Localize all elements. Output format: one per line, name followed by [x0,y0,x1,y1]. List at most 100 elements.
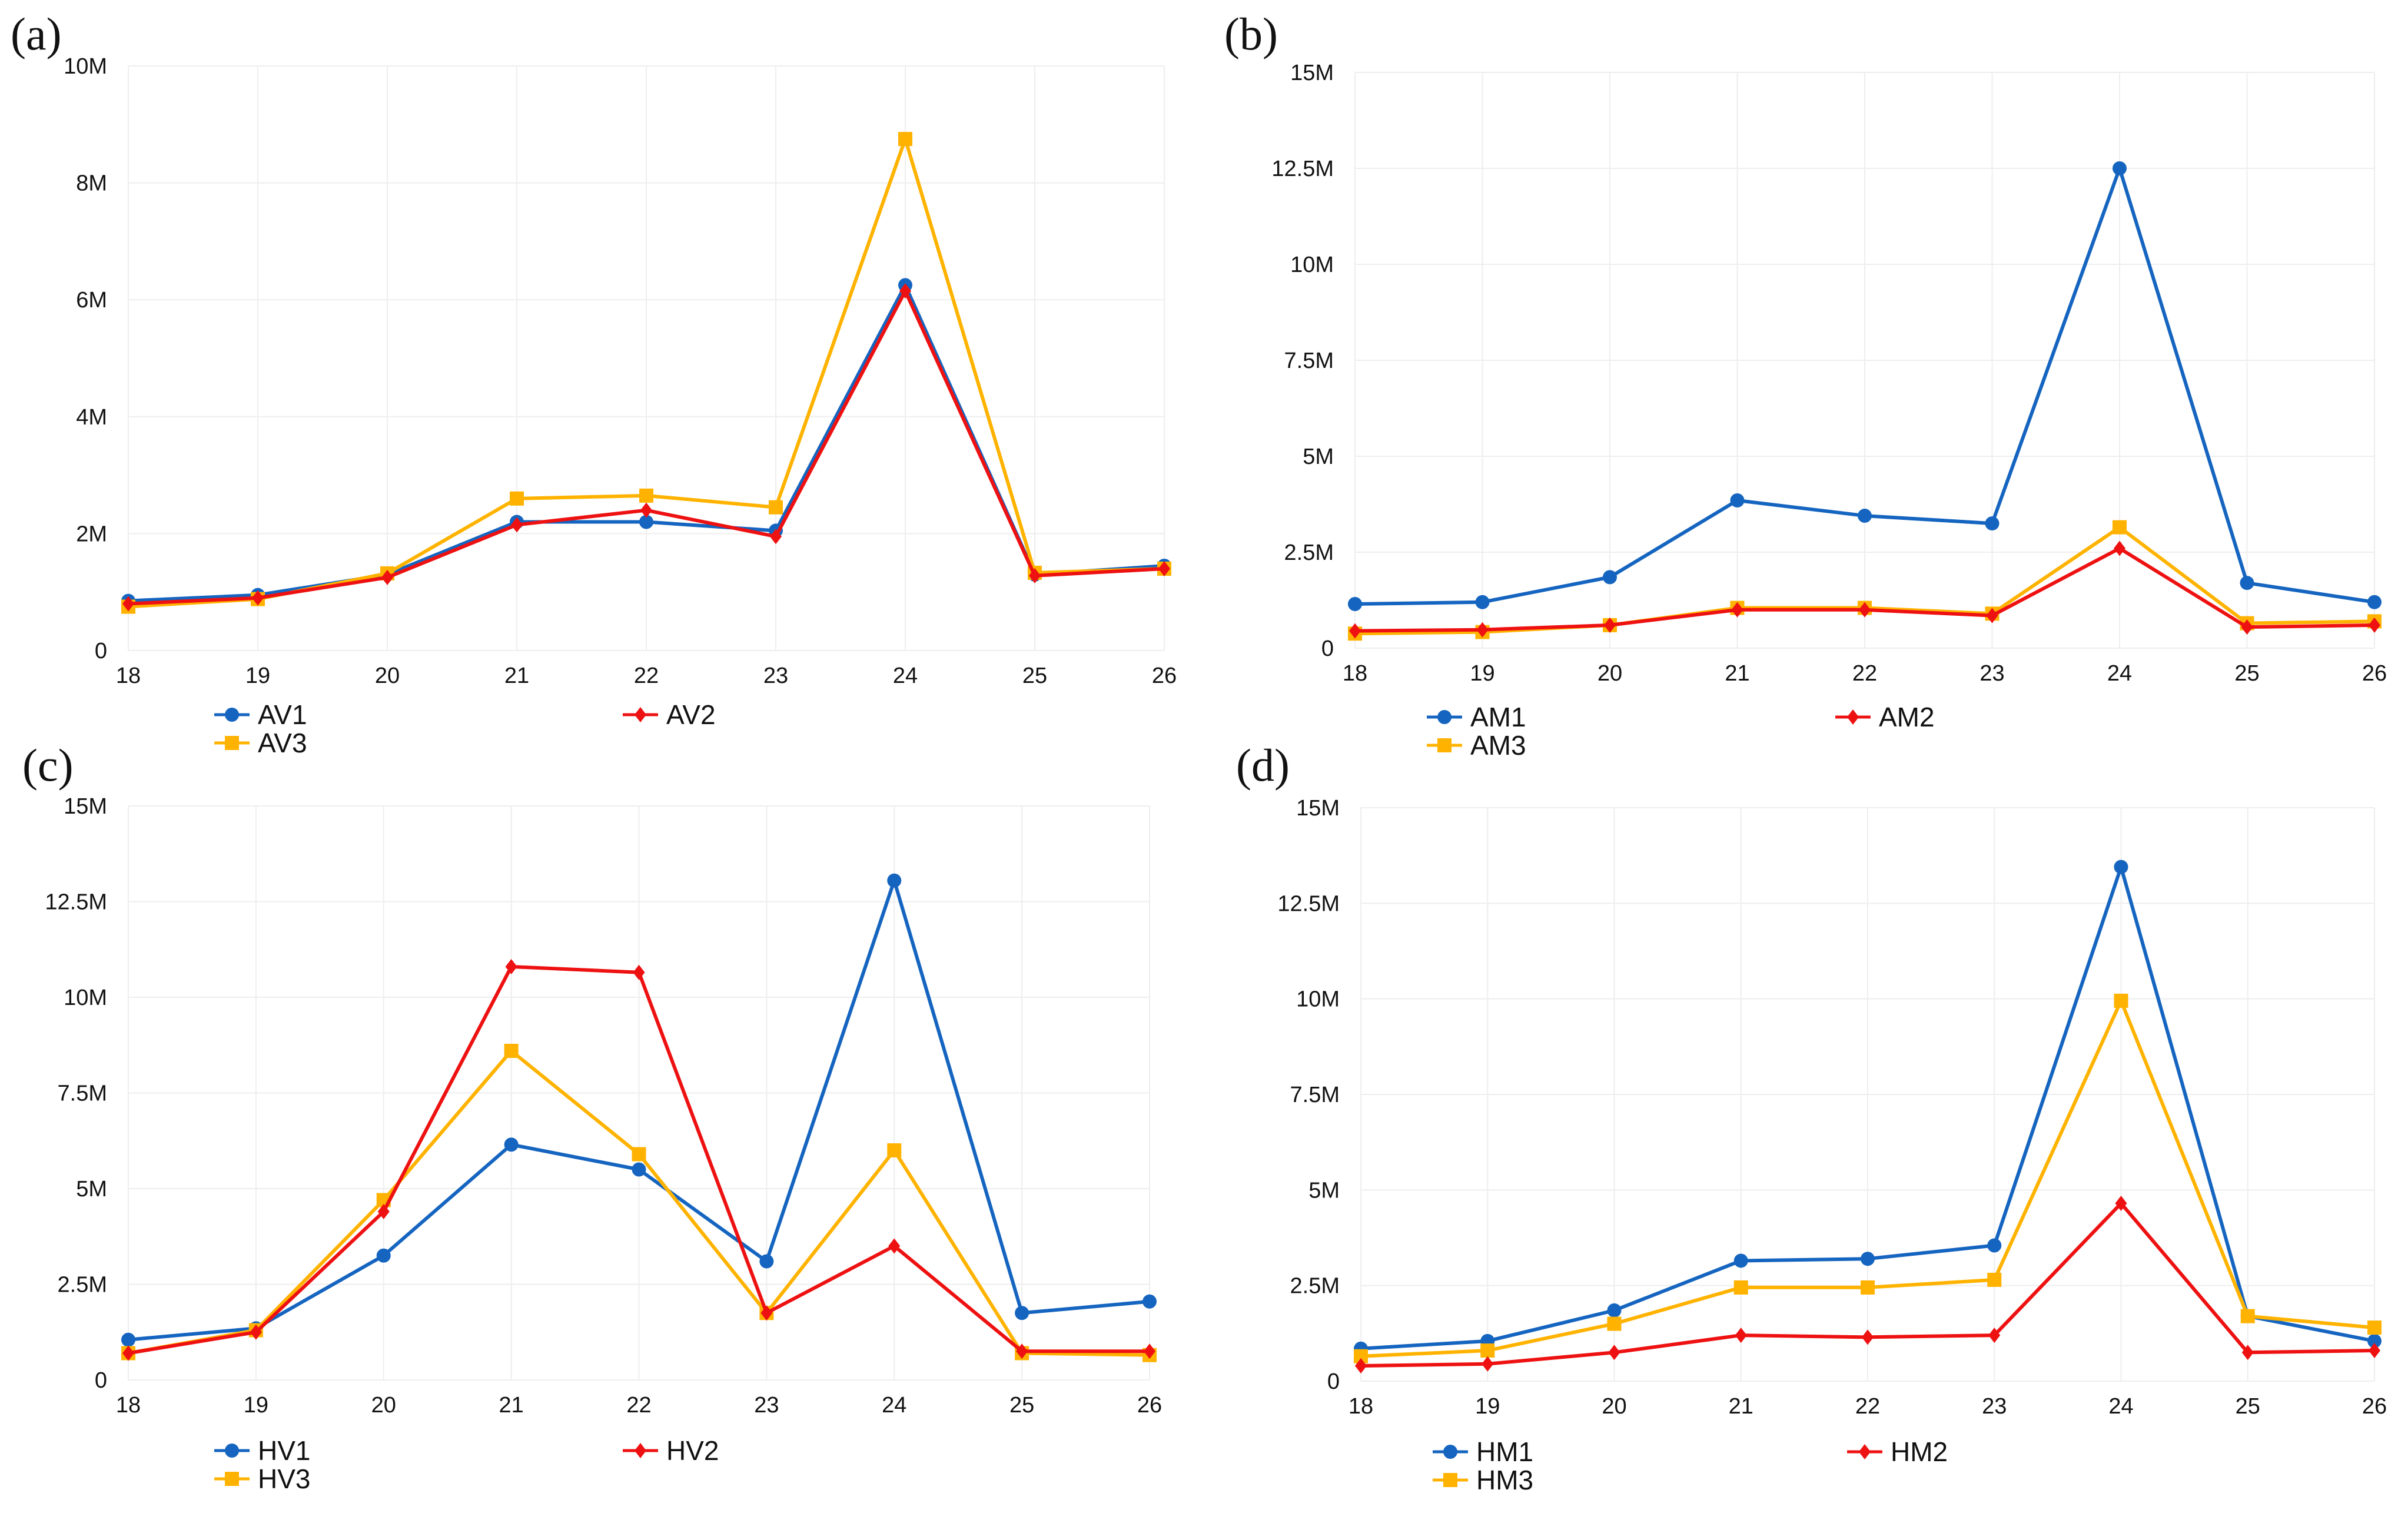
x-tick-label: 20 [371,1393,396,1418]
legend-label: HM2 [1891,1436,1948,1467]
x-tick-label: 22 [1855,1394,1880,1419]
data-point-hm3 [1861,1280,1875,1295]
data-point-hm3 [1480,1343,1495,1358]
x-tick-label: 24 [893,663,918,688]
x-tick-label: 25 [2236,1394,2260,1419]
data-point-av2 [122,596,134,612]
legend-label: AV2 [666,699,716,730]
data-point-av2 [770,529,782,545]
legend-label: AV3 [258,728,307,758]
y-tick-label: 0 [95,639,107,663]
data-point-hm3 [1733,1280,1748,1295]
y-tick-label: 12.5M [45,890,107,915]
y-tick-label: 15M [1296,796,1340,821]
data-point-hv2 [1016,1343,1028,1359]
data-point-am1 [1858,509,1872,523]
legend-label: HM3 [1476,1465,1533,1495]
legend-item-av3: AV3 [214,728,307,758]
data-point-hv2 [633,964,645,980]
data-point-hv2 [505,959,517,974]
x-tick-label: 22 [1852,661,1877,686]
data-point-hm1 [1987,1238,2002,1253]
data-point-hm2 [1355,1358,1367,1374]
data-point-hv1 [1015,1306,1029,1320]
legend-item-am3: AM3 [1427,730,1526,761]
legend-item-hv3: HV3 [214,1464,310,1494]
data-point-am1 [2240,576,2254,590]
y-tick-label: 2.5M [1290,1274,1340,1299]
data-point-av2 [511,517,523,533]
y-tick-label: 10M [1296,987,1340,1012]
data-point-av2 [899,283,911,299]
legend-label: AM3 [1470,730,1526,761]
y-tick-label: 7.5M [1284,349,1334,373]
y-tick-label: 6M [76,288,107,313]
y-tick-label: 12.5M [1277,891,1340,916]
data-point-am3 [2113,520,2127,535]
legend-marker [1859,1444,1871,1459]
x-tick-label: 19 [244,1393,268,1418]
legend-label: HV3 [258,1464,310,1494]
x-tick-label: 24 [2108,1394,2133,1419]
x-tick-label: 26 [2362,1394,2387,1419]
x-tick-label: 22 [626,1393,651,1418]
x-tick-label: 20 [1602,1394,1626,1419]
legend-item-hm1: HM1 [1433,1436,1533,1467]
y-tick-label: 0 [1327,1369,1340,1394]
y-tick-label: 15M [1290,61,1334,85]
data-point-hv2 [888,1238,901,1254]
data-point-am1 [1603,570,1617,585]
data-point-av3 [639,488,653,503]
data-point-hv2 [250,1324,262,1340]
panel-label-b: (b) [1224,8,1278,59]
data-point-am1 [2367,595,2382,609]
x-tick-label: 21 [1729,1394,1753,1419]
y-tick-label: 7.5M [1290,1083,1340,1107]
data-point-hm3 [2367,1320,2382,1335]
data-point-hm1 [2367,1333,2382,1348]
x-tick-label: 25 [2234,661,2259,686]
x-tick-label: 19 [1475,1394,1500,1419]
data-point-hm2 [1482,1356,1494,1372]
x-tick-label: 26 [1137,1393,1162,1418]
panel-b: (b) 0 2.5M 5M 7.5M 10M 12.5M 15M 18 19 20 21 22 23 24… [1224,8,2387,761]
data-point-am1 [1348,597,1362,612]
y-tick-label: 2.5M [1284,540,1334,565]
x-tick-label: 21 [1725,661,1749,686]
y-tick-label: 7.5M [58,1081,107,1106]
y-tick-label: 2M [76,522,107,546]
legend-marker [225,1472,239,1486]
data-point-av2 [1158,560,1170,576]
data-point-hv3 [887,1143,902,1157]
data-point-hm3 [2240,1309,2255,1323]
panel-label-c: (c) [22,739,74,791]
data-point-hm2 [1735,1328,1747,1343]
data-point-am2 [1604,617,1616,633]
data-point-am2 [2241,619,2253,635]
legend-item-hm3: HM3 [1433,1465,1533,1495]
x-tick-label: 18 [1349,1394,1373,1419]
x-tick-label: 24 [882,1393,906,1418]
legend-marker [635,1443,646,1458]
legend-marker [1437,710,1452,724]
data-point-hm1 [1733,1253,1748,1268]
legend-marker [1443,1473,1457,1487]
data-point-am1 [1730,493,1745,507]
y-tick-label: 4M [76,405,107,430]
data-point-hv1 [121,1332,135,1347]
legend-marker [635,707,646,722]
y-tick-label: 10M [64,986,107,1010]
x-tick-label: 26 [1152,663,1177,688]
x-tick-label: 22 [634,663,659,688]
y-tick-label: 8M [76,171,107,196]
legend-item-hv1: HV1 [214,1435,310,1466]
x-tick-label: 18 [116,663,141,688]
legend-marker [1437,738,1452,752]
data-point-am2 [2369,617,2380,633]
data-point-hv2 [122,1345,134,1361]
legend-label: AV1 [258,699,307,730]
panel-label-a: (a) [11,8,62,59]
data-point-am2 [1476,622,1489,638]
legend-label: AM1 [1470,702,1526,732]
